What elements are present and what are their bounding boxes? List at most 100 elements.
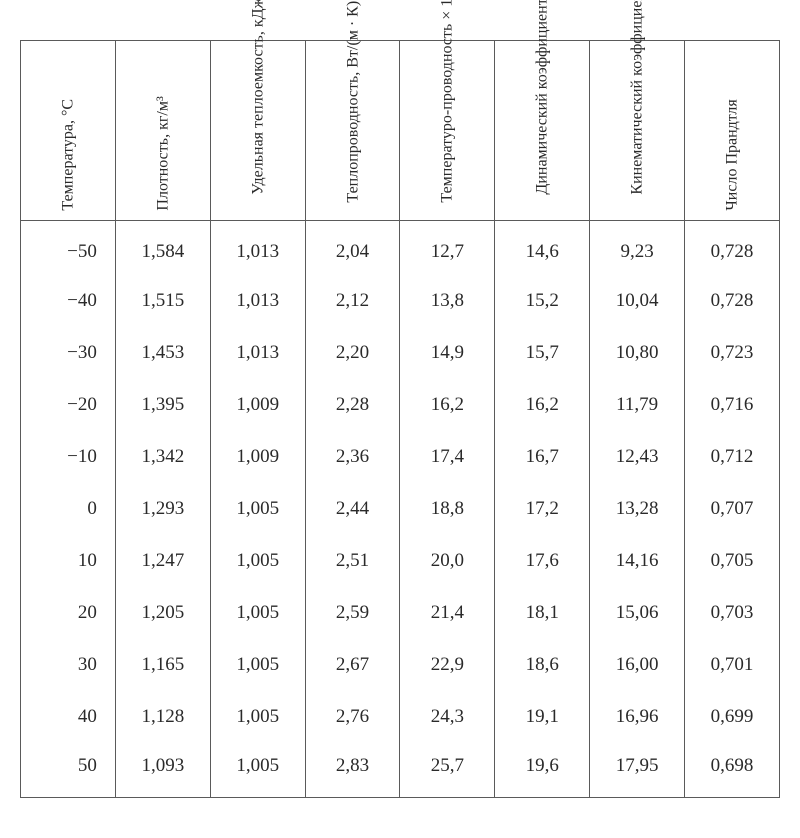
table-cell: 15,7 xyxy=(495,327,590,379)
table-cell: −30 xyxy=(21,327,116,379)
table-cell: 0,716 xyxy=(685,379,780,431)
table-cell: 1,453 xyxy=(115,327,210,379)
table-cell: 1,342 xyxy=(115,431,210,483)
table-cell: 1,395 xyxy=(115,379,210,431)
table-cell: −50 xyxy=(21,221,116,276)
table-cell: 1,128 xyxy=(115,691,210,743)
table-cell: 1,009 xyxy=(210,379,305,431)
table-cell: 1,005 xyxy=(210,691,305,743)
table-cell: 1,009 xyxy=(210,431,305,483)
header-label: Температуро-проводность × 10², м²/с xyxy=(438,42,457,202)
table-cell: 12,7 xyxy=(400,221,495,276)
col-header-dynamic-viscosity: Динамический коэффициент вязкости × 10⁶,… xyxy=(495,41,590,221)
table-header: Температура, °С Плотность, кг/м³ Удельна… xyxy=(21,41,780,221)
table-cell: 1,005 xyxy=(210,535,305,587)
table-cell: 2,36 xyxy=(305,431,400,483)
table-cell: 1,515 xyxy=(115,275,210,327)
table-cell: 21,4 xyxy=(400,587,495,639)
table-row: 01,2931,0052,4418,817,213,280,707 xyxy=(21,483,780,535)
table-cell: 1,165 xyxy=(115,639,210,691)
table-cell: 20,0 xyxy=(400,535,495,587)
table-cell: 1,205 xyxy=(115,587,210,639)
table-cell: 1,005 xyxy=(210,639,305,691)
table-cell: 10 xyxy=(21,535,116,587)
table-cell: 12,43 xyxy=(590,431,685,483)
table-row: −501,5841,0132,0412,714,69,230,728 xyxy=(21,221,780,276)
table-cell: 2,28 xyxy=(305,379,400,431)
table-cell: 1,013 xyxy=(210,275,305,327)
table-row: −301,4531,0132,2014,915,710,800,723 xyxy=(21,327,780,379)
table-cell: −10 xyxy=(21,431,116,483)
table-cell: 11,79 xyxy=(590,379,685,431)
table-cell: 2,51 xyxy=(305,535,400,587)
table-cell: 0 xyxy=(21,483,116,535)
table-cell: 13,8 xyxy=(400,275,495,327)
table-row: 201,2051,0052,5921,418,115,060,703 xyxy=(21,587,780,639)
header-label: Удельная теплоемкость, кДж/(кг · К) xyxy=(248,34,267,194)
col-header-thermal-conductivity: Теплопроводность, Вт/(м · К) xyxy=(305,41,400,221)
header-row: Температура, °С Плотность, кг/м³ Удельна… xyxy=(21,41,780,221)
table-cell: 18,1 xyxy=(495,587,590,639)
table-cell: 15,06 xyxy=(590,587,685,639)
table-cell: 16,2 xyxy=(400,379,495,431)
table-cell: 9,23 xyxy=(590,221,685,276)
table-cell: 0,703 xyxy=(685,587,780,639)
col-header-heat-capacity: Удельная теплоемкость, кДж/(кг · К) xyxy=(210,41,305,221)
table-cell: 18,6 xyxy=(495,639,590,691)
table-cell: 25,7 xyxy=(400,743,495,798)
table-cell: 1,013 xyxy=(210,221,305,276)
table-cell: 16,00 xyxy=(590,639,685,691)
table-cell: 20 xyxy=(21,587,116,639)
table-cell: 0,705 xyxy=(685,535,780,587)
table-cell: 14,9 xyxy=(400,327,495,379)
table-row: −401,5151,0132,1213,815,210,040,728 xyxy=(21,275,780,327)
table-cell: 10,80 xyxy=(590,327,685,379)
table-cell: 2,12 xyxy=(305,275,400,327)
col-header-prandtl: Число Прандтля xyxy=(685,41,780,221)
table-cell: 2,04 xyxy=(305,221,400,276)
table-cell: 1,584 xyxy=(115,221,210,276)
table-cell: 2,76 xyxy=(305,691,400,743)
table-cell: 0,701 xyxy=(685,639,780,691)
table-cell: 24,3 xyxy=(400,691,495,743)
table-cell: 18,8 xyxy=(400,483,495,535)
table-cell: 2,20 xyxy=(305,327,400,379)
table-row: 301,1651,0052,6722,918,616,000,701 xyxy=(21,639,780,691)
table-cell: 17,4 xyxy=(400,431,495,483)
table-cell: 1,293 xyxy=(115,483,210,535)
table-cell: 17,95 xyxy=(590,743,685,798)
col-header-density: Плотность, кг/м³ xyxy=(115,41,210,221)
table-cell: 1,005 xyxy=(210,743,305,798)
table-body: −501,5841,0132,0412,714,69,230,728−401,5… xyxy=(21,221,780,798)
table-cell: 17,2 xyxy=(495,483,590,535)
header-label: Теплопроводность, Вт/(м · К) xyxy=(343,42,362,202)
table-cell: 1,005 xyxy=(210,483,305,535)
table-cell: 50 xyxy=(21,743,116,798)
header-label: Температура, °С xyxy=(58,50,77,210)
table-cell: 0,699 xyxy=(685,691,780,743)
table-cell: 0,723 xyxy=(685,327,780,379)
header-label: Кинематический коэффициент вязкости × 10… xyxy=(628,34,647,194)
table-cell: 1,247 xyxy=(115,535,210,587)
table-cell: −20 xyxy=(21,379,116,431)
table-cell: 17,6 xyxy=(495,535,590,587)
table-cell: 0,707 xyxy=(685,483,780,535)
table-cell: 30 xyxy=(21,639,116,691)
table-cell: 16,7 xyxy=(495,431,590,483)
table-cell: 16,96 xyxy=(590,691,685,743)
table-cell: 1,093 xyxy=(115,743,210,798)
header-label: Число Прандтля xyxy=(722,50,741,210)
table-cell: 14,6 xyxy=(495,221,590,276)
table-cell: 1,005 xyxy=(210,587,305,639)
table-cell: 19,1 xyxy=(495,691,590,743)
table-cell: 0,728 xyxy=(685,275,780,327)
table-cell: 2,83 xyxy=(305,743,400,798)
properties-table: Температура, °С Плотность, кг/м³ Удельна… xyxy=(20,40,780,798)
table-row: 501,0931,0052,8325,719,617,950,698 xyxy=(21,743,780,798)
table-row: −201,3951,0092,2816,216,211,790,716 xyxy=(21,379,780,431)
table-cell: 13,28 xyxy=(590,483,685,535)
table-cell: 0,728 xyxy=(685,221,780,276)
table-cell: 0,712 xyxy=(685,431,780,483)
header-label: Динамический коэффициент вязкости × 10⁶,… xyxy=(533,34,552,194)
table-cell: 0,698 xyxy=(685,743,780,798)
